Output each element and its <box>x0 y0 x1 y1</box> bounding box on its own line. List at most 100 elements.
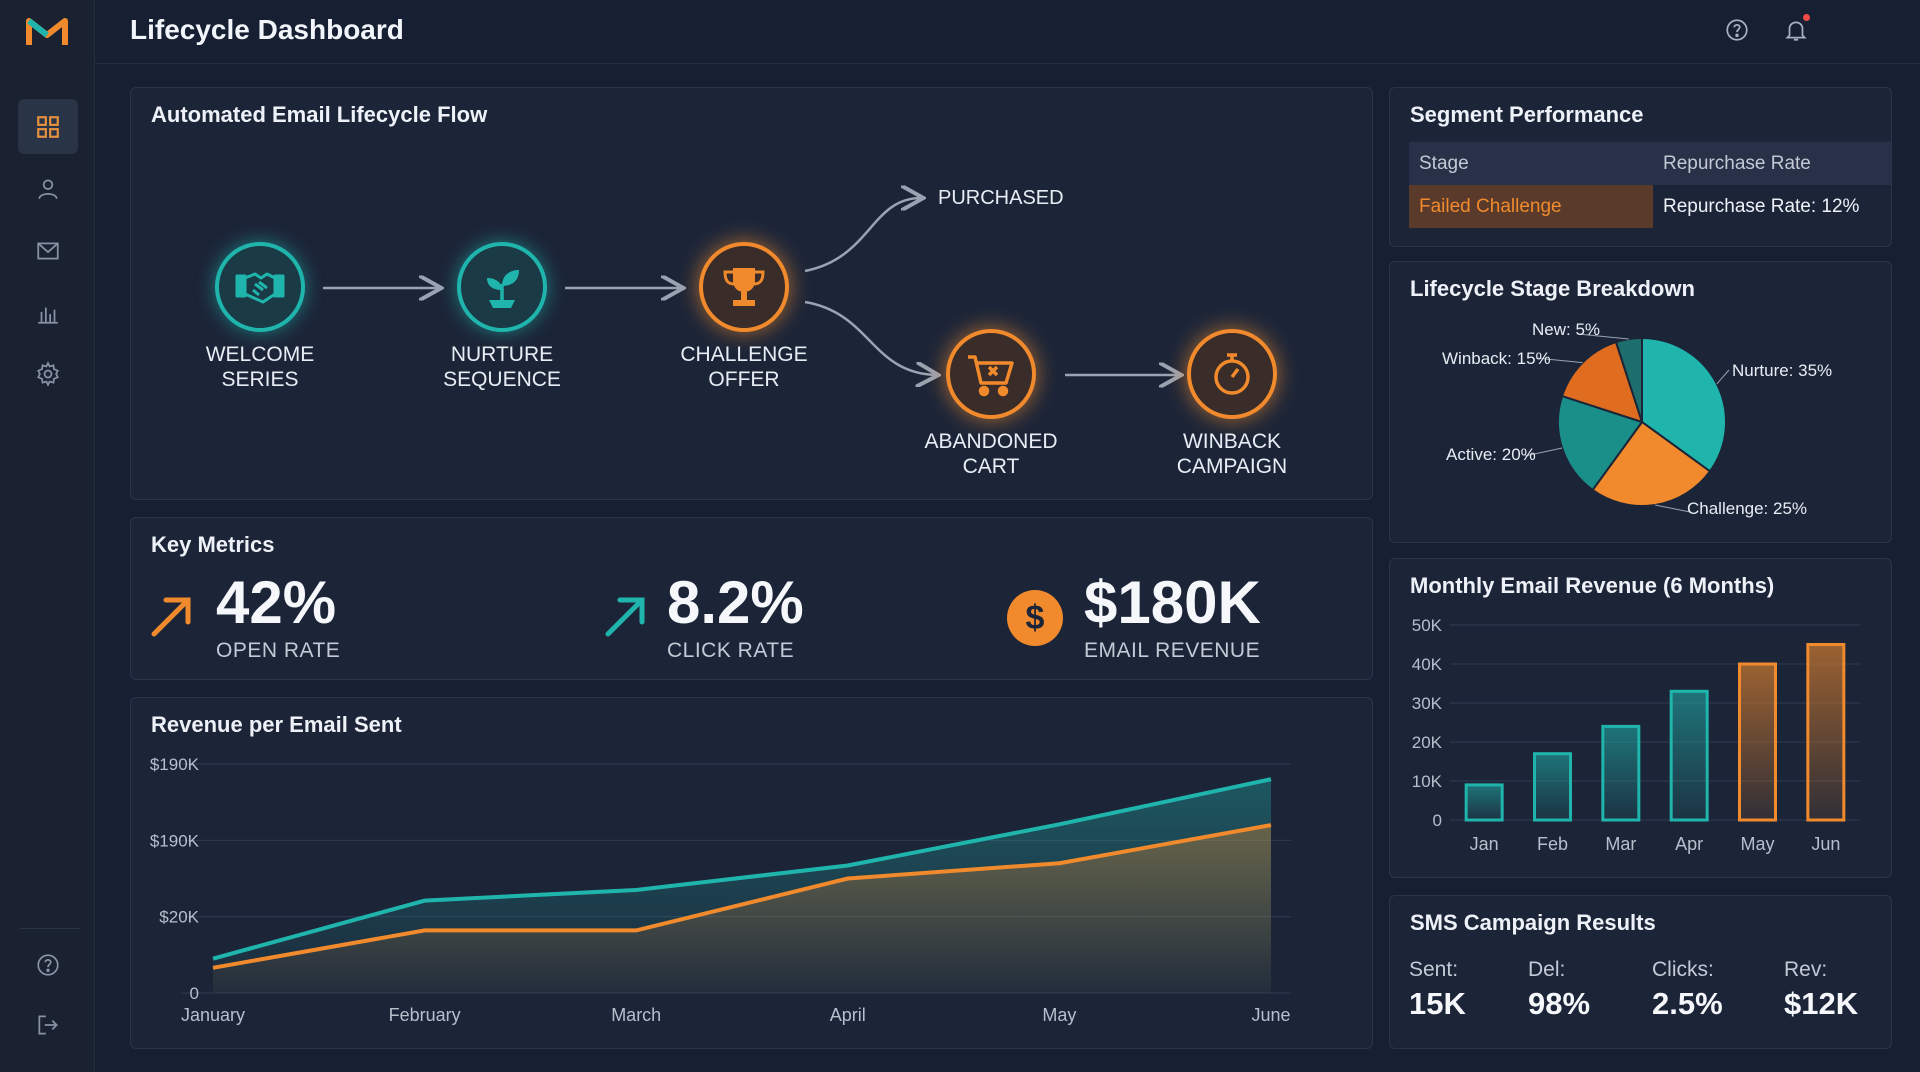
settings-gear-icon <box>37 360 59 387</box>
segment-table-header: Stage Repurchase Rate <box>1409 142 1891 185</box>
segment-title: Segment Performance <box>1410 102 1644 127</box>
pie-slice-4[interactable] <box>1614 336 1643 423</box>
arrow-up-right-icon <box>151 597 191 637</box>
revenue-per-email-card: Revenue per Email Sent 0 $20K $190K $190K Ja… <box>130 697 1373 1049</box>
pie-leader-4 <box>1577 333 1629 340</box>
bar-ytick-label: 10K <box>1412 772 1443 791</box>
pie-label-active: Active: 20% <box>1446 445 1536 464</box>
pie-leader-3 <box>1535 357 1583 364</box>
bar-xtick-label: Jan <box>1470 834 1499 854</box>
line-ytick-label: 0 <box>190 984 199 1003</box>
node-nurture-sequence[interactable]: NURTURE SEQUENCE <box>412 242 592 392</box>
bar-mar[interactable] <box>1601 724 1641 822</box>
node-winback-campaign[interactable]: WINBACK CAMPAIGN <box>1142 329 1322 479</box>
pie-leader-2 <box>1524 447 1563 457</box>
monthly-revenue-chart: 0 10K 20K 30K 40K 50K Jan Feb Mar Apr May Jun <box>1412 616 1860 854</box>
stopwatch-icon <box>1214 353 1250 395</box>
bar-xtick-label: Mar <box>1605 834 1636 854</box>
bar-xtick-label: Apr <box>1675 834 1703 854</box>
logout-icon <box>38 1014 58 1035</box>
pie-slice-0[interactable] <box>1641 336 1727 473</box>
pie-label-winback: Winback: 15% <box>1442 349 1551 368</box>
bar-feb[interactable] <box>1533 752 1572 822</box>
bar-chart-icon <box>38 307 58 324</box>
trophy-icon <box>723 268 765 306</box>
click-rate-value: 8.2% <box>667 569 804 636</box>
open-rate-value: 42% <box>216 569 337 636</box>
notification-dot <box>1803 14 1810 21</box>
cart-icon <box>968 355 1014 397</box>
page-title: Lifecycle Dashboard <box>130 14 404 45</box>
sms-delivered: Del: 98% <box>1528 958 1590 1022</box>
handshake-icon <box>235 272 285 304</box>
node-abandoned-cart[interactable]: ABANDONED CART <box>901 329 1081 479</box>
metric-email-revenue: $180K EMAIL REVENUE <box>1084 573 1261 663</box>
pie-label-new: New: 5% <box>1532 320 1601 339</box>
series-line-1[interactable] <box>212 823 1272 970</box>
purchased-label: PURCHASED <box>938 187 1064 209</box>
notifications-button[interactable] <box>1780 14 1812 46</box>
line-ytick-label: $190K <box>150 831 200 850</box>
series-line-0[interactable] <box>212 777 1272 961</box>
arrow-challenge-purchased <box>804 198 921 273</box>
monthly-revenue-card: Monthly Email Revenue (6 Months) 0 10K 20K… <box>1389 558 1892 878</box>
bar-apr[interactable] <box>1669 689 1709 822</box>
bar-ytick-label: 50K <box>1412 616 1443 635</box>
sidebar <box>0 0 95 1072</box>
challenge-node-circle <box>699 242 789 332</box>
segment-performance-card: Segment Performance Stage Repurchase Rat… <box>1389 87 1892 247</box>
bar-jan[interactable] <box>1464 783 1504 822</box>
lifecycle-flow-card: Automated Email Lifecycle Flow PURCHASED… <box>130 87 1373 500</box>
nav-mail[interactable] <box>18 223 78 278</box>
sms-clicks: Clicks: 2.5% <box>1652 958 1723 1022</box>
line-xtick-label: January <box>181 1005 245 1025</box>
sms-sent-label: Sent: <box>1409 958 1459 981</box>
revenue-per-email-title: Revenue per Email Sent <box>151 712 402 737</box>
line-xtick-label: May <box>1042 1005 1076 1025</box>
nav-dashboard[interactable] <box>18 99 78 154</box>
cart-node-circle <box>946 329 1036 419</box>
stage-breakdown-card: Lifecycle Stage Breakdown New: 5% Winbac… <box>1389 261 1892 543</box>
bar-ytick-label: 30K <box>1412 694 1443 713</box>
challenge-label: CHALLENGE OFFER <box>680 343 808 391</box>
nav-users[interactable] <box>18 161 78 216</box>
sms-clicks-value: 2.5% <box>1652 986 1723 1021</box>
sms-revenue: Rev: $12K <box>1784 958 1858 1022</box>
winback-label: WINBACK CAMPAIGN <box>1176 430 1288 478</box>
bar-may[interactable] <box>1738 662 1777 822</box>
node-welcome-series[interactable]: WELCOME SERIES <box>170 242 350 392</box>
sms-sent-value: 15K <box>1409 986 1466 1021</box>
bell-icon <box>1785 21 1807 41</box>
sms-clicks-label: Clicks: <box>1652 958 1714 981</box>
nurture-label: NURTURE SEQUENCE <box>443 343 561 391</box>
line-xtick-label: March <box>611 1005 661 1025</box>
m-logo[interactable] <box>26 15 68 49</box>
sms-rev-label: Rev: <box>1784 958 1828 981</box>
metric-click-rate: 8.2% CLICK RATE <box>667 573 804 663</box>
pie-slice-2[interactable] <box>1557 394 1644 492</box>
nav-logout[interactable] <box>18 997 78 1052</box>
sms-sent: Sent: 15K <box>1409 958 1466 1022</box>
line-xtick-label: June <box>1251 1005 1290 1025</box>
pie-slice-1[interactable] <box>1591 420 1712 507</box>
table-row[interactable]: Failed Challenge Repurchase Rate: 12% <box>1409 185 1891 228</box>
welcome-node-circle <box>215 242 305 332</box>
stage-breakdown-title: Lifecycle Stage Breakdown <box>1410 276 1695 301</box>
arrow-challenge-cart <box>804 300 936 375</box>
flow-title: Automated Email Lifecycle Flow <box>151 102 488 127</box>
nav-help[interactable] <box>18 937 78 992</box>
bar-jun[interactable] <box>1806 643 1846 822</box>
help-icon <box>1726 19 1748 41</box>
nav-settings[interactable] <box>18 346 78 401</box>
email-revenue-value: $180K <box>1084 569 1261 636</box>
nav-analytics[interactable] <box>18 285 78 340</box>
sms-results-card: SMS Campaign Results Sent: 15K Del: 98% … <box>1389 895 1892 1049</box>
key-metrics-card: Key Metrics 42% OPEN RATE 8.2% CLICK RAT… <box>130 517 1373 680</box>
top-help-button[interactable] <box>1721 14 1753 46</box>
node-challenge-offer[interactable]: CHALLENGE OFFER <box>654 242 834 392</box>
segment-table: Stage Repurchase Rate Failed Challenge R… <box>1409 142 1891 228</box>
open-rate-label: OPEN RATE <box>216 639 341 662</box>
sms-rev-value: $12K <box>1784 986 1859 1021</box>
arrow-up-right-icon <box>605 597 645 637</box>
mail-icon <box>37 242 59 259</box>
